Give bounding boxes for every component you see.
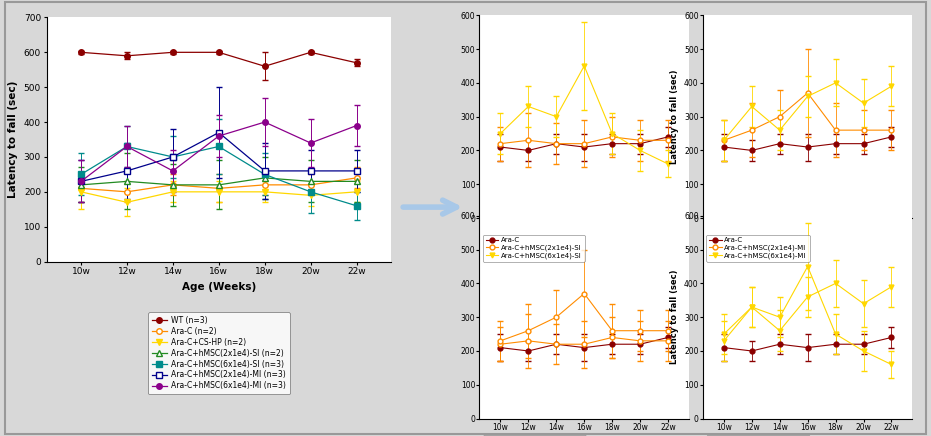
Legend: Ara-C, Ara-C+hMSC(2x1e4)-SI, Ara-C+hMSC(2x1e4)-MI: Ara-C, Ara-C+hMSC(2x1e4)-SI, Ara-C+hMSC(… [483,435,586,436]
Y-axis label: Latency to fall (sec): Latency to fall (sec) [669,270,679,364]
Legend: Ara-C, Ara-C+hMSC(2x1e4)-SI, Ara-C+hMSC(6x1e4)-SI: Ara-C, Ara-C+hMSC(2x1e4)-SI, Ara-C+hMSC(… [483,235,585,262]
Y-axis label: Latency to fall (sec): Latency to fall (sec) [8,81,19,198]
Legend: Ara-C, Ara-C+hMSC(6x1e4)-SI, Ara-C+hMSC(6x1e4)-MI: Ara-C, Ara-C+hMSC(6x1e4)-SI, Ara-C+hMSC(… [707,435,810,436]
Y-axis label: Latency to fall (sec): Latency to fall (sec) [669,69,679,164]
X-axis label: Age (Weeks): Age (Weeks) [554,237,614,246]
X-axis label: Age (Weeks): Age (Weeks) [182,282,256,292]
X-axis label: Age (Weeks): Age (Weeks) [777,237,838,246]
Legend: WT (n=3), Ara-C (n=2), Ara-C+CS-HP (n=2), Ara-C+hMSC(2x1e4)-SI (n=2), Ara-C+hMSC: WT (n=3), Ara-C (n=2), Ara-C+CS-HP (n=2)… [148,312,290,394]
Legend: Ara-C, Ara-C+hMSC(2x1e4)-MI, Ara-C+hMSC(6x1e4)-MI: Ara-C, Ara-C+hMSC(2x1e4)-MI, Ara-C+hMSC(… [707,235,810,262]
